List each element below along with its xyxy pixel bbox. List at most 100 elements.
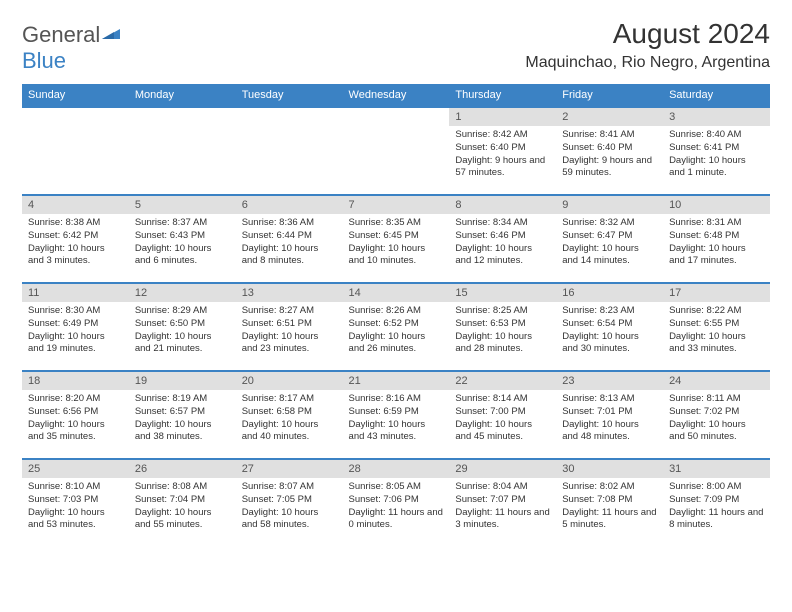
daylight-line: Daylight: 10 hours and 35 minutes. [28, 419, 123, 445]
column-header: Tuesday [236, 84, 343, 107]
calendar-day-cell: 4Sunrise: 8:38 AMSunset: 6:42 PMDaylight… [22, 195, 129, 283]
calendar-day-cell [22, 107, 129, 195]
header: General Blue August 2024 Maquinchao, Rio… [22, 18, 770, 74]
daylight-line: Daylight: 9 hours and 59 minutes. [562, 155, 657, 181]
day-details: Sunrise: 8:00 AMSunset: 7:09 PMDaylight:… [663, 478, 770, 536]
sunset-line: Sunset: 6:52 PM [349, 318, 444, 331]
daylight-line: Daylight: 10 hours and 3 minutes. [28, 243, 123, 269]
sunset-line: Sunset: 6:45 PM [349, 230, 444, 243]
calendar-day-cell: 18Sunrise: 8:20 AMSunset: 6:56 PMDayligh… [22, 371, 129, 459]
sunrise-line: Sunrise: 8:11 AM [669, 393, 764, 406]
day-number: 29 [449, 460, 556, 478]
day-number: 19 [129, 372, 236, 390]
sunrise-line: Sunrise: 8:04 AM [455, 481, 550, 494]
calendar-day-cell: 9Sunrise: 8:32 AMSunset: 6:47 PMDaylight… [556, 195, 663, 283]
day-number: 8 [449, 196, 556, 214]
sunset-line: Sunset: 7:06 PM [349, 494, 444, 507]
sunrise-line: Sunrise: 8:07 AM [242, 481, 337, 494]
brand-triangle-icon [102, 26, 120, 43]
daylight-line: Daylight: 10 hours and 10 minutes. [349, 243, 444, 269]
day-number: 20 [236, 372, 343, 390]
day-details: Sunrise: 8:08 AMSunset: 7:04 PMDaylight:… [129, 478, 236, 536]
calendar-week-row: 25Sunrise: 8:10 AMSunset: 7:03 PMDayligh… [22, 459, 770, 547]
daylight-line: Daylight: 10 hours and 21 minutes. [135, 331, 230, 357]
calendar-day-cell: 28Sunrise: 8:05 AMSunset: 7:06 PMDayligh… [343, 459, 450, 547]
day-details: Sunrise: 8:23 AMSunset: 6:54 PMDaylight:… [556, 302, 663, 360]
day-number: 30 [556, 460, 663, 478]
daylight-line: Daylight: 10 hours and 17 minutes. [669, 243, 764, 269]
calendar-day-cell: 12Sunrise: 8:29 AMSunset: 6:50 PMDayligh… [129, 283, 236, 371]
column-header: Wednesday [343, 84, 450, 107]
daylight-line: Daylight: 10 hours and 40 minutes. [242, 419, 337, 445]
day-details: Sunrise: 8:41 AMSunset: 6:40 PMDaylight:… [556, 126, 663, 184]
calendar-day-cell: 20Sunrise: 8:17 AMSunset: 6:58 PMDayligh… [236, 371, 343, 459]
calendar-day-cell: 16Sunrise: 8:23 AMSunset: 6:54 PMDayligh… [556, 283, 663, 371]
sunset-line: Sunset: 6:56 PM [28, 406, 123, 419]
daylight-line: Daylight: 10 hours and 1 minute. [669, 155, 764, 181]
calendar-day-cell: 17Sunrise: 8:22 AMSunset: 6:55 PMDayligh… [663, 283, 770, 371]
sunset-line: Sunset: 6:47 PM [562, 230, 657, 243]
day-details: Sunrise: 8:40 AMSunset: 6:41 PMDaylight:… [663, 126, 770, 184]
daylight-line: Daylight: 10 hours and 28 minutes. [455, 331, 550, 357]
calendar-day-cell: 5Sunrise: 8:37 AMSunset: 6:43 PMDaylight… [129, 195, 236, 283]
sunset-line: Sunset: 6:55 PM [669, 318, 764, 331]
sunset-line: Sunset: 6:44 PM [242, 230, 337, 243]
daylight-line: Daylight: 10 hours and 58 minutes. [242, 507, 337, 533]
day-details: Sunrise: 8:20 AMSunset: 6:56 PMDaylight:… [22, 390, 129, 448]
sunrise-line: Sunrise: 8:00 AM [669, 481, 764, 494]
day-details: Sunrise: 8:32 AMSunset: 6:47 PMDaylight:… [556, 214, 663, 272]
day-number: 22 [449, 372, 556, 390]
day-details: Sunrise: 8:37 AMSunset: 6:43 PMDaylight:… [129, 214, 236, 272]
sunrise-line: Sunrise: 8:31 AM [669, 217, 764, 230]
day-number: 26 [129, 460, 236, 478]
calendar-day-cell: 31Sunrise: 8:00 AMSunset: 7:09 PMDayligh… [663, 459, 770, 547]
column-header: Monday [129, 84, 236, 107]
calendar-table: SundayMondayTuesdayWednesdayThursdayFrid… [22, 84, 770, 547]
sunset-line: Sunset: 6:57 PM [135, 406, 230, 419]
calendar-body: 1Sunrise: 8:42 AMSunset: 6:40 PMDaylight… [22, 107, 770, 547]
day-details: Sunrise: 8:27 AMSunset: 6:51 PMDaylight:… [236, 302, 343, 360]
sunrise-line: Sunrise: 8:02 AM [562, 481, 657, 494]
calendar-day-cell: 6Sunrise: 8:36 AMSunset: 6:44 PMDaylight… [236, 195, 343, 283]
sunrise-line: Sunrise: 8:27 AM [242, 305, 337, 318]
sunrise-line: Sunrise: 8:42 AM [455, 129, 550, 142]
sunrise-line: Sunrise: 8:25 AM [455, 305, 550, 318]
sunset-line: Sunset: 6:40 PM [562, 142, 657, 155]
calendar-day-cell: 2Sunrise: 8:41 AMSunset: 6:40 PMDaylight… [556, 107, 663, 195]
calendar-day-cell [343, 107, 450, 195]
calendar-day-cell: 26Sunrise: 8:08 AMSunset: 7:04 PMDayligh… [129, 459, 236, 547]
day-details: Sunrise: 8:26 AMSunset: 6:52 PMDaylight:… [343, 302, 450, 360]
day-number: 10 [663, 196, 770, 214]
day-number: 3 [663, 108, 770, 126]
calendar-day-cell: 19Sunrise: 8:19 AMSunset: 6:57 PMDayligh… [129, 371, 236, 459]
calendar-week-row: 4Sunrise: 8:38 AMSunset: 6:42 PMDaylight… [22, 195, 770, 283]
calendar-page: General Blue August 2024 Maquinchao, Rio… [0, 0, 792, 565]
day-details: Sunrise: 8:36 AMSunset: 6:44 PMDaylight:… [236, 214, 343, 272]
day-details: Sunrise: 8:04 AMSunset: 7:07 PMDaylight:… [449, 478, 556, 536]
calendar-day-cell: 27Sunrise: 8:07 AMSunset: 7:05 PMDayligh… [236, 459, 343, 547]
sunset-line: Sunset: 7:03 PM [28, 494, 123, 507]
sunrise-line: Sunrise: 8:16 AM [349, 393, 444, 406]
calendar-day-cell: 13Sunrise: 8:27 AMSunset: 6:51 PMDayligh… [236, 283, 343, 371]
daylight-line: Daylight: 9 hours and 57 minutes. [455, 155, 550, 181]
calendar-week-row: 11Sunrise: 8:30 AMSunset: 6:49 PMDayligh… [22, 283, 770, 371]
column-header: Sunday [22, 84, 129, 107]
day-details: Sunrise: 8:13 AMSunset: 7:01 PMDaylight:… [556, 390, 663, 448]
day-number: 12 [129, 284, 236, 302]
sunset-line: Sunset: 6:53 PM [455, 318, 550, 331]
day-number: 24 [663, 372, 770, 390]
daylight-line: Daylight: 10 hours and 48 minutes. [562, 419, 657, 445]
daylight-line: Daylight: 10 hours and 23 minutes. [242, 331, 337, 357]
day-number: 6 [236, 196, 343, 214]
calendar-day-cell: 1Sunrise: 8:42 AMSunset: 6:40 PMDaylight… [449, 107, 556, 195]
sunset-line: Sunset: 6:49 PM [28, 318, 123, 331]
sunrise-line: Sunrise: 8:05 AM [349, 481, 444, 494]
sunrise-line: Sunrise: 8:23 AM [562, 305, 657, 318]
daylight-line: Daylight: 10 hours and 55 minutes. [135, 507, 230, 533]
daylight-line: Daylight: 10 hours and 26 minutes. [349, 331, 444, 357]
sunset-line: Sunset: 6:42 PM [28, 230, 123, 243]
sunrise-line: Sunrise: 8:29 AM [135, 305, 230, 318]
sunset-line: Sunset: 7:00 PM [455, 406, 550, 419]
sunrise-line: Sunrise: 8:32 AM [562, 217, 657, 230]
day-number: 7 [343, 196, 450, 214]
